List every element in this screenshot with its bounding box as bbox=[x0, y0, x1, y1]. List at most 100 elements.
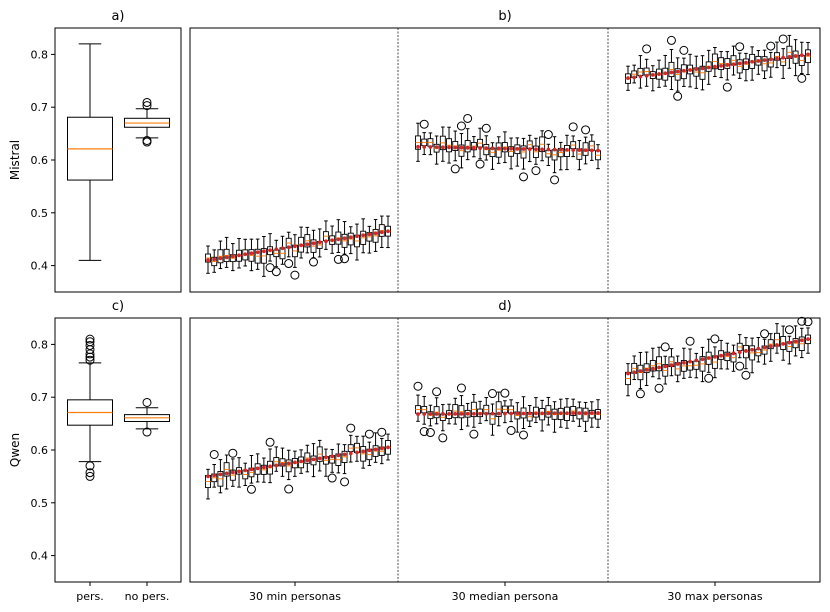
outlier-point bbox=[704, 373, 714, 383]
mean-marker bbox=[750, 347, 755, 352]
outlier-point bbox=[531, 166, 541, 176]
mean-marker bbox=[311, 241, 316, 246]
outlier-point bbox=[246, 484, 256, 494]
outlier-point bbox=[568, 122, 578, 132]
chart-content: a) b) 0.4 0.5 0.6 0.7 0.8 Mistral c) d) 0.4 0.5 0.6 0… bbox=[8, 9, 813, 603]
y-axis-title: Qwen bbox=[8, 433, 22, 467]
mean-marker bbox=[712, 354, 717, 359]
summary-box bbox=[67, 43, 113, 261]
outlier-point bbox=[85, 355, 95, 365]
persona-box bbox=[755, 336, 762, 363]
persona-box bbox=[685, 336, 695, 378]
persona-box bbox=[329, 225, 336, 254]
mean-marker bbox=[657, 72, 661, 76]
x-tick-label: no pers. bbox=[125, 590, 170, 603]
mean-marker bbox=[632, 370, 637, 375]
mean-marker bbox=[459, 145, 464, 150]
mean-marker bbox=[386, 445, 390, 450]
mean-marker bbox=[552, 411, 557, 416]
outlier-point bbox=[481, 123, 491, 133]
outlier-point bbox=[735, 361, 745, 371]
persona-box bbox=[385, 215, 391, 249]
outlier-point bbox=[346, 423, 356, 433]
mean-marker bbox=[596, 411, 600, 415]
mean-marker bbox=[650, 72, 655, 77]
persona-box bbox=[564, 134, 570, 171]
persona-box bbox=[797, 316, 807, 359]
persona-box bbox=[674, 355, 681, 383]
mean-marker bbox=[793, 54, 798, 58]
persona-box bbox=[364, 429, 374, 467]
y-axis-title: Mistral bbox=[8, 140, 22, 180]
mean-marker bbox=[317, 456, 322, 461]
outlier-point bbox=[284, 484, 294, 494]
persona-box bbox=[316, 228, 323, 258]
mean-marker bbox=[218, 472, 223, 477]
summary-panel-frame bbox=[54, 27, 182, 293]
mean-marker bbox=[638, 369, 643, 373]
mean-marker bbox=[657, 365, 661, 370]
outlier-point bbox=[438, 433, 448, 443]
mean-marker bbox=[243, 252, 248, 257]
mean-marker bbox=[453, 145, 458, 150]
persona-box bbox=[500, 388, 510, 424]
persona-box bbox=[242, 238, 249, 267]
persona-box bbox=[718, 51, 725, 79]
mean-marker bbox=[644, 73, 649, 78]
persona-box bbox=[662, 54, 669, 87]
persona-box bbox=[419, 395, 429, 437]
persona-box bbox=[730, 45, 737, 76]
outlier-point bbox=[142, 97, 152, 107]
mean-marker bbox=[744, 349, 748, 353]
mean-marker bbox=[305, 458, 310, 463]
persona-box bbox=[780, 325, 787, 361]
mean-marker bbox=[577, 148, 582, 153]
persona-box bbox=[347, 226, 354, 255]
persona-box bbox=[246, 454, 256, 494]
mean-marker bbox=[379, 230, 384, 235]
persona-box bbox=[335, 443, 342, 474]
outlier-point bbox=[290, 270, 300, 280]
persona-box bbox=[413, 381, 423, 422]
persona-box bbox=[260, 457, 267, 483]
persona-box bbox=[722, 51, 732, 92]
persona-box bbox=[415, 122, 421, 162]
mean-marker bbox=[286, 245, 291, 250]
mean-marker bbox=[280, 462, 285, 467]
persona-box bbox=[532, 397, 539, 424]
y-tick-label: 0.8 bbox=[31, 48, 49, 61]
mean-marker bbox=[243, 468, 248, 473]
persona-box bbox=[265, 437, 275, 484]
persona-box bbox=[477, 400, 484, 424]
mean-marker bbox=[261, 465, 266, 470]
mean-marker bbox=[540, 147, 545, 152]
persona-box bbox=[784, 325, 794, 365]
mean-marker bbox=[756, 346, 761, 351]
outlier-point bbox=[456, 121, 466, 131]
persona-box bbox=[483, 397, 490, 422]
persona-panel-frame bbox=[189, 27, 821, 293]
outlier-point bbox=[419, 427, 429, 437]
persona-box bbox=[438, 404, 448, 443]
persona-box bbox=[378, 215, 385, 248]
summary-box bbox=[124, 397, 170, 437]
outlier-point bbox=[543, 130, 553, 140]
mean-marker bbox=[212, 257, 217, 262]
mean-marker bbox=[447, 145, 451, 150]
persona-box bbox=[693, 352, 700, 379]
outlier-point bbox=[413, 381, 423, 391]
persona-box bbox=[290, 234, 300, 280]
mean-marker bbox=[669, 363, 674, 368]
mean-marker bbox=[330, 238, 335, 243]
y-tick-label: 0.8 bbox=[31, 338, 49, 351]
persona-box bbox=[279, 235, 286, 265]
mean-marker bbox=[725, 352, 730, 357]
outlier-point bbox=[333, 254, 343, 264]
persona-box bbox=[217, 240, 224, 270]
outlier-point bbox=[519, 430, 529, 440]
persona-box bbox=[432, 387, 442, 425]
persona-box bbox=[642, 44, 652, 87]
outlier-point bbox=[265, 263, 275, 273]
persona-box bbox=[649, 65, 656, 92]
mean-marker bbox=[342, 236, 347, 241]
